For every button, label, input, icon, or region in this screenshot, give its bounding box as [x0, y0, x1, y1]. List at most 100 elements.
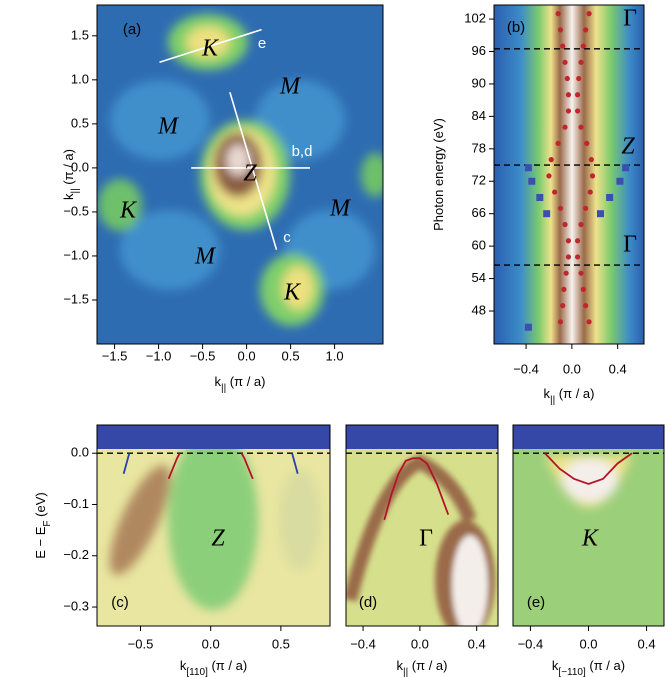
axis-label-part: k — [396, 658, 403, 673]
frame — [493, 4, 645, 345]
x-tick-label: 0.0 — [579, 636, 597, 651]
axis-label: E − EF (eV) — [33, 492, 53, 558]
data-point — [555, 140, 561, 147]
axis-label-part: k — [214, 374, 221, 389]
data-point — [616, 177, 624, 185]
y-tick-label: −0.3 — [63, 598, 89, 613]
y-tick-label: 96 — [472, 43, 486, 58]
axis-label-part: k — [61, 193, 76, 200]
data-point — [562, 59, 568, 65]
curve — [229, 91, 278, 251]
x-tick-label: 1.0 — [326, 348, 344, 363]
x-tick-label: 0.0 — [202, 636, 220, 651]
axis-label-part: F — [42, 520, 53, 526]
data-point — [565, 108, 572, 114]
annotation: K — [581, 526, 600, 552]
data-point — [524, 323, 532, 331]
map-background — [513, 425, 664, 626]
y-tick-label: −0.1 — [63, 496, 89, 511]
data-point — [546, 173, 552, 179]
curve — [122, 452, 131, 474]
x-tick-label: 0.4 — [609, 361, 627, 376]
data-point — [580, 286, 586, 292]
annotation: Γ — [623, 232, 637, 258]
axis-label-part: (π / a) — [408, 658, 447, 673]
y-tick-label: 54 — [472, 270, 486, 285]
axis-label-part: (π / a) — [61, 149, 76, 188]
data-point — [578, 270, 584, 276]
data-point — [596, 210, 604, 218]
annotation: Z — [211, 526, 225, 552]
axis-label-part: E − E — [33, 526, 48, 558]
axis-label: k|| (π / a) — [543, 386, 594, 406]
frame — [96, 4, 384, 345]
y-tick-label: 0.5 — [71, 115, 89, 130]
panel-label: (a) — [123, 21, 141, 38]
data-point — [557, 205, 564, 211]
axis-label-part: || — [221, 383, 226, 394]
data-point — [578, 59, 584, 65]
data-point — [583, 205, 589, 211]
data-point — [565, 254, 572, 260]
data-point — [589, 173, 596, 179]
data-point — [583, 303, 589, 309]
data-point — [576, 75, 582, 82]
annotation: M — [329, 196, 352, 222]
panel-label: (d) — [359, 594, 377, 611]
y-tick-label: 48 — [472, 302, 486, 317]
y-tick-label: 1.5 — [71, 27, 89, 42]
data-point — [574, 108, 581, 114]
map-background — [494, 5, 644, 344]
x-tick-label: 0.5 — [272, 636, 290, 651]
curve — [544, 452, 633, 485]
axis-label: k|| (π / a) — [61, 149, 81, 200]
data-point — [574, 254, 581, 260]
data-point — [622, 164, 630, 172]
data-point — [564, 75, 570, 82]
data-point — [562, 221, 568, 228]
y-tick-label: 60 — [472, 238, 486, 253]
data-point — [578, 221, 584, 228]
data-point — [565, 238, 572, 244]
data-point — [583, 27, 589, 33]
data-point — [587, 189, 593, 195]
axis-label-part: (π / a) — [586, 658, 625, 673]
curve — [383, 457, 450, 521]
x-tick-label: 0.4 — [638, 636, 656, 651]
data-point — [524, 164, 532, 172]
y-tick-label: 0.0 — [71, 445, 89, 460]
data-point — [574, 238, 581, 244]
annotation: M — [194, 244, 217, 270]
annotation: Z — [243, 161, 257, 187]
curve — [291, 452, 299, 474]
y-tick-label: 66 — [472, 205, 486, 220]
axis-label: k[110] (π / a) — [180, 658, 247, 677]
x-tick-label: −0.4 — [350, 636, 376, 651]
x-tick-label: −0.4 — [513, 361, 539, 376]
y-tick-label: −0.5 — [63, 203, 89, 218]
axis-label-part: (π / a) — [208, 658, 247, 673]
data-point — [555, 11, 561, 17]
axis-label-part: || — [550, 395, 555, 406]
y-tick-label: −1.0 — [63, 247, 89, 262]
axis-label: k|| (π / a) — [396, 658, 447, 677]
data-point — [584, 140, 590, 147]
annotation: K — [283, 280, 302, 306]
axis-label-part: Photon energy (eV) — [431, 118, 446, 231]
annotation: K — [201, 36, 220, 62]
x-tick-label: 0.4 — [468, 636, 486, 651]
y-tick-label: 1.0 — [71, 71, 89, 86]
annotation: b,d — [292, 143, 313, 160]
axis-label-part: [110] — [186, 667, 208, 677]
curve — [159, 28, 262, 63]
annotation: M — [279, 74, 302, 100]
y-tick-label: 90 — [472, 75, 486, 90]
axis-label-part: (π / a) — [555, 386, 594, 401]
axis-label: k|| (π / a) — [214, 374, 265, 394]
y-tick-label: 0.0 — [71, 159, 89, 174]
map-background — [346, 425, 498, 626]
x-tick-label: 0.0 — [563, 361, 581, 376]
data-point — [552, 189, 558, 195]
axis-label-part: [−110] — [558, 667, 586, 677]
